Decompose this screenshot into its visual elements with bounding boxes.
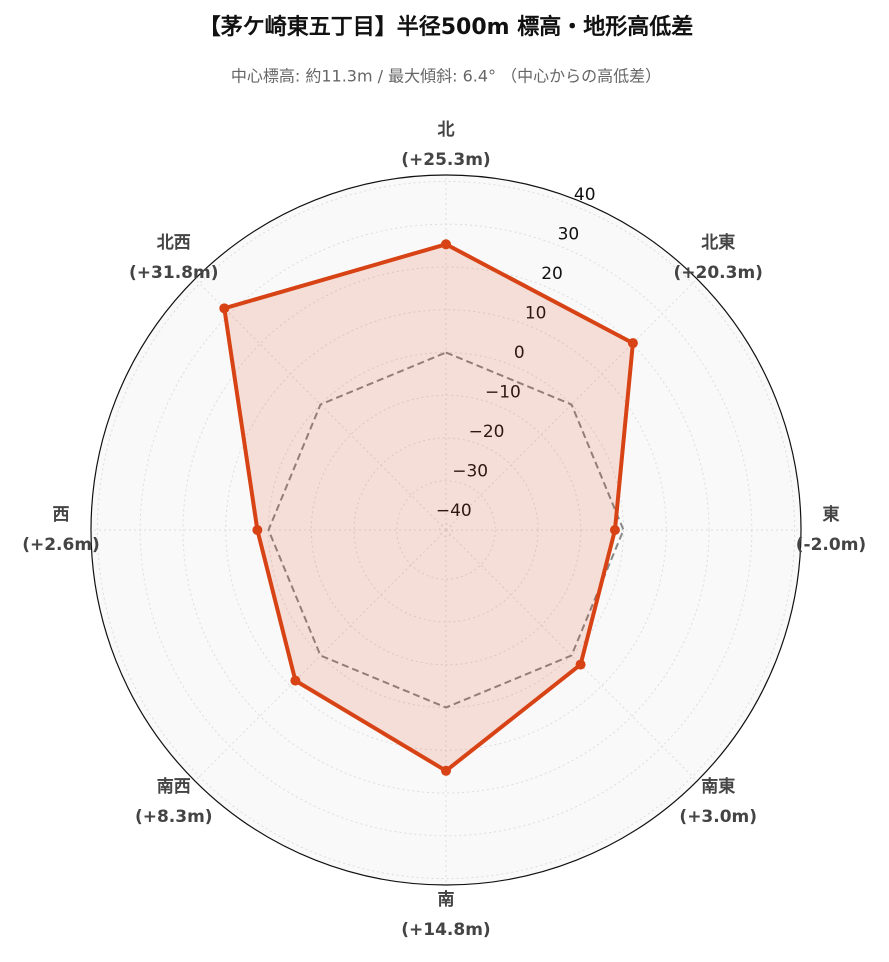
value-label: (+25.3m) bbox=[401, 150, 490, 170]
y-tick-label: 40 bbox=[574, 185, 596, 205]
y-tick-label: −20 bbox=[469, 422, 505, 442]
data-point bbox=[627, 338, 638, 349]
chart-subtitle: 中心標高: 約11.3m / 最大傾斜: 6.4° （中心からの高低差） bbox=[231, 67, 661, 86]
spoke bbox=[194, 278, 447, 531]
value-label: (+14.8m) bbox=[401, 920, 490, 940]
value-label: (+8.3m) bbox=[135, 807, 213, 827]
category-label: 西 bbox=[53, 505, 70, 525]
data-point bbox=[441, 239, 451, 250]
y-tick-label: −40 bbox=[436, 501, 472, 521]
grid-circle bbox=[353, 437, 539, 623]
grid-circle bbox=[439, 523, 453, 537]
grid-circle bbox=[96, 180, 796, 880]
value-label: (+3.0m) bbox=[679, 807, 757, 827]
data-point bbox=[290, 675, 301, 686]
grid-circle bbox=[182, 266, 710, 794]
spoke bbox=[445, 529, 698, 782]
category-label: 北東 bbox=[701, 232, 735, 253]
y-tick-label: −10 bbox=[485, 383, 521, 403]
grid-circle bbox=[225, 309, 667, 751]
spoke bbox=[194, 529, 447, 782]
chart-title: 【茅ケ崎東五丁目】半径500m 標高・地形高低差 bbox=[199, 14, 694, 40]
grid-circle bbox=[139, 223, 753, 837]
data-point bbox=[219, 303, 230, 314]
grid-circle bbox=[310, 394, 582, 666]
category-label: 南西 bbox=[157, 776, 191, 797]
category-label: 南東 bbox=[701, 776, 735, 797]
category-label: 北西 bbox=[157, 233, 191, 253]
data-point bbox=[441, 765, 451, 776]
outer-circle bbox=[90, 174, 802, 886]
value-label: (+2.6m) bbox=[22, 535, 100, 555]
grid-circle bbox=[396, 480, 496, 580]
y-tick-label: 30 bbox=[558, 225, 580, 245]
category-label: 東 bbox=[823, 504, 840, 525]
y-tick-label: −30 bbox=[452, 462, 488, 482]
data-point bbox=[252, 525, 263, 535]
value-label: (+31.8m) bbox=[129, 263, 218, 283]
y-tick-label: 0 bbox=[514, 343, 525, 363]
value-label: (+20.3m) bbox=[674, 263, 763, 283]
y-tick-label: 20 bbox=[541, 264, 563, 284]
data-point bbox=[609, 525, 620, 535]
reference-line bbox=[267, 351, 625, 709]
data-point bbox=[575, 659, 586, 670]
y-tick-label: 10 bbox=[525, 304, 547, 324]
category-label: 北 bbox=[438, 120, 455, 140]
value-label: (-2.0m) bbox=[796, 535, 866, 555]
category-label: 南 bbox=[438, 889, 455, 910]
spoke bbox=[445, 278, 698, 531]
